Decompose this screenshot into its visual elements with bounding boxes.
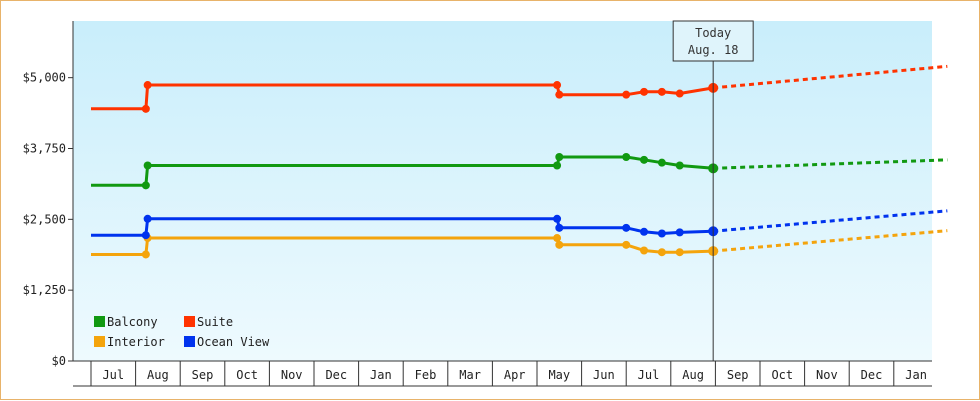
x-tick-label: Jul [102,368,124,382]
data-point [553,234,562,243]
data-point [657,158,666,167]
data-point [553,161,562,170]
legend-label-interior: Interior [107,335,165,349]
plot-background [73,21,932,361]
legend-swatch-suite [184,316,195,327]
x-tick-label: Oct [771,368,793,382]
legend-swatch-balcony [94,316,105,327]
today-date: Aug. 18 [688,43,739,57]
today-box [672,20,754,62]
legend-swatch-ocean-view [184,336,195,347]
forecast-line-ocean-view [713,209,948,233]
y-tick-label: $1,250 [23,283,66,297]
x-tick-label: Oct [236,368,258,382]
data-point [555,90,564,99]
series-ocean-view [91,209,948,240]
data-point [141,181,150,190]
forecast-line-interior [713,229,948,253]
data-point [555,240,564,249]
x-tick-label: Jan [905,368,927,382]
series-layer [91,64,948,259]
y-tick-label: $2,500 [23,212,66,226]
forecast-line-balcony [713,158,948,170]
data-point [143,81,152,90]
legend-label-suite: Suite [197,315,233,329]
data-point [555,223,564,232]
x-tick-label: Feb [415,368,437,382]
series-line-interior [91,236,714,256]
x-tick-label: Aug [682,368,704,382]
data-point [622,223,631,232]
x-tick-label: Mar [459,368,481,382]
series-line-balcony [91,155,714,187]
data-point [675,89,684,98]
x-tick-label: Dec [325,368,347,382]
data-point [675,161,684,170]
data-point [675,228,684,237]
y-axis: $0 $1,250 $2,500 $3,750 $5,000 [23,21,74,368]
data-point [622,90,631,99]
legend-label-ocean-view: Ocean View [197,335,270,349]
x-axis: Jul Aug Sep Oct Nov Dec Jan Feb Mar Apr May Jun Jul A… [73,360,932,387]
x-tick-label: Jun [593,368,615,382]
forecast-line-suite [713,64,948,90]
y-tick-label: $3,750 [23,142,66,156]
x-tick-label: Jan [370,368,392,382]
x-tick-label: Sep [192,368,214,382]
data-point [553,81,562,90]
series-line-ocean-view [91,217,714,237]
data-point [555,153,564,161]
data-point [622,240,631,249]
x-tick-label: May [548,368,570,382]
data-point [141,250,150,259]
data-point [143,161,152,170]
data-point [657,87,666,96]
legend-label-balcony: Balcony [107,315,158,329]
x-tick-label: Jul [638,368,660,382]
data-point [657,248,666,257]
data-point [141,231,150,240]
today-marker: Today Aug. 18 [672,20,754,361]
series-balcony [91,153,948,190]
x-tick-label: Aug [147,368,169,382]
x-tick-label: Nov [281,368,303,382]
data-point [143,214,152,223]
legend: Balcony Suite Interior Ocean View [94,315,270,349]
y-tick-label: $5,000 [23,71,66,85]
data-point [675,248,684,257]
today-label: Today [695,26,731,40]
y-tick-label: $0 [52,354,66,368]
data-point [640,246,649,255]
x-tick-label: Apr [504,368,526,382]
data-point [657,229,666,238]
data-point [141,104,150,113]
data-point [640,227,649,236]
series-interior [91,229,948,259]
x-tick-label: Nov [816,368,838,382]
data-point [640,155,649,164]
legend-swatch-interior [94,336,105,347]
x-tick-label: Dec [861,368,883,382]
series-suite [91,64,948,113]
data-point [622,153,631,161]
data-point [553,214,562,223]
data-point [640,87,649,96]
series-line-suite [91,83,714,111]
x-tick-label: Sep [727,368,749,382]
